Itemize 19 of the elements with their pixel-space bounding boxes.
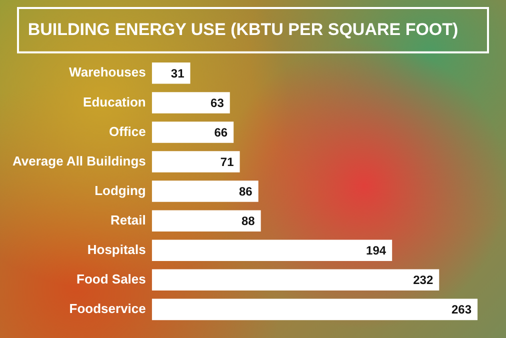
data-label: 263 — [451, 302, 472, 317]
data-label: 63 — [210, 96, 224, 110]
y-tick-label: Office — [109, 124, 146, 139]
y-tick-label: Retail — [110, 212, 146, 228]
data-label: 71 — [220, 155, 234, 170]
y-tick-label: Average All Buildings — [12, 153, 146, 168]
y-tick-label: Foodservice — [69, 301, 146, 316]
y-tick-label: Lodging — [94, 182, 146, 198]
chart-title: BUILDING ENERGY USE (KBTU PER SQUARE FOOT) — [28, 20, 458, 39]
data-label: 88 — [241, 214, 256, 228]
y-tick-label: Warehouses — [69, 64, 146, 80]
data-label: 86 — [239, 184, 253, 199]
y-tick-label: Hospitals — [87, 242, 146, 257]
y-tick-label: Food Sales — [76, 271, 146, 286]
y-tick-label: Education — [83, 94, 146, 110]
data-label: 31 — [170, 66, 185, 80]
data-label: 194 — [366, 244, 386, 258]
data-label: 232 — [413, 273, 434, 288]
data-label: 66 — [214, 126, 228, 140]
